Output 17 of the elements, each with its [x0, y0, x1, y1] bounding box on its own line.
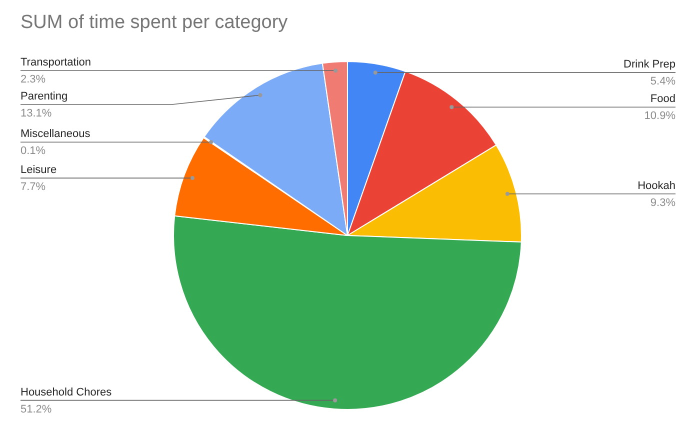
slice-label: Leisure: [20, 164, 57, 176]
data-label: 2.3%: [20, 74, 46, 86]
data-label: 7.7%: [20, 181, 46, 194]
data-label: 10.9%: [644, 110, 676, 122]
slice-label: Parenting: [20, 90, 68, 103]
slice-label: Transportation: [20, 56, 92, 69]
slice-label: Miscellaneous: [20, 128, 91, 140]
slice-label: Household Chores: [20, 386, 112, 398]
chart-title: SUM of time spent per category: [20, 12, 288, 33]
data-label: 0.1%: [20, 145, 46, 158]
slice-label: Hookah: [638, 180, 676, 192]
slice-label: Drink Prep: [624, 58, 676, 71]
data-label: 51.2%: [20, 403, 52, 416]
data-label: 9.3%: [650, 196, 676, 209]
data-label: 13.1%: [20, 108, 52, 120]
slice-label: Food: [650, 93, 676, 106]
data-label: 5.4%: [650, 76, 676, 88]
